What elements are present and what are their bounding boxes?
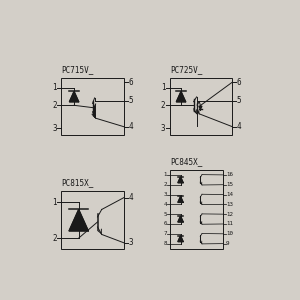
Text: 3: 3	[164, 192, 167, 197]
Text: 5: 5	[237, 96, 242, 105]
Polygon shape	[178, 236, 183, 242]
Text: 3: 3	[52, 124, 57, 133]
Text: 5: 5	[128, 96, 133, 105]
Text: 14: 14	[226, 192, 233, 197]
Text: 1: 1	[52, 83, 57, 92]
Polygon shape	[178, 216, 183, 222]
Polygon shape	[178, 177, 183, 183]
Bar	[61, 78, 124, 135]
Text: 7: 7	[164, 231, 167, 236]
Text: 4: 4	[164, 202, 167, 207]
Text: PC845X_: PC845X_	[170, 157, 202, 166]
Text: 5: 5	[164, 212, 167, 217]
Bar	[61, 191, 124, 248]
Polygon shape	[69, 92, 79, 102]
Text: 4: 4	[128, 122, 133, 131]
Text: 15: 15	[226, 182, 233, 187]
Text: 6: 6	[164, 221, 167, 226]
Text: 11: 11	[226, 221, 233, 226]
Text: PC715V_: PC715V_	[61, 65, 94, 74]
Polygon shape	[199, 106, 202, 109]
Polygon shape	[176, 92, 186, 102]
Text: 1: 1	[161, 83, 165, 92]
Text: 10: 10	[226, 231, 233, 236]
Text: 2: 2	[52, 101, 57, 110]
Text: 6: 6	[128, 78, 133, 87]
Text: PC725V_: PC725V_	[170, 65, 202, 74]
Text: 1: 1	[52, 198, 57, 207]
Text: 8: 8	[164, 241, 167, 246]
Text: 2: 2	[52, 234, 57, 243]
Text: 6: 6	[237, 78, 242, 87]
Text: 3: 3	[128, 238, 133, 247]
Text: 16: 16	[226, 172, 233, 177]
Text: 2: 2	[161, 101, 165, 110]
Text: 2: 2	[164, 182, 167, 187]
Polygon shape	[69, 209, 88, 231]
Bar	[170, 170, 223, 248]
Text: 4: 4	[237, 122, 242, 131]
Text: PC815X_: PC815X_	[61, 178, 94, 187]
Text: 3: 3	[161, 124, 165, 133]
Text: 4: 4	[128, 193, 133, 202]
Text: 13: 13	[226, 202, 233, 207]
Text: 9: 9	[226, 241, 230, 246]
Bar	[170, 78, 232, 135]
Text: 1: 1	[164, 172, 167, 177]
Polygon shape	[178, 196, 183, 202]
Text: 12: 12	[226, 212, 233, 217]
